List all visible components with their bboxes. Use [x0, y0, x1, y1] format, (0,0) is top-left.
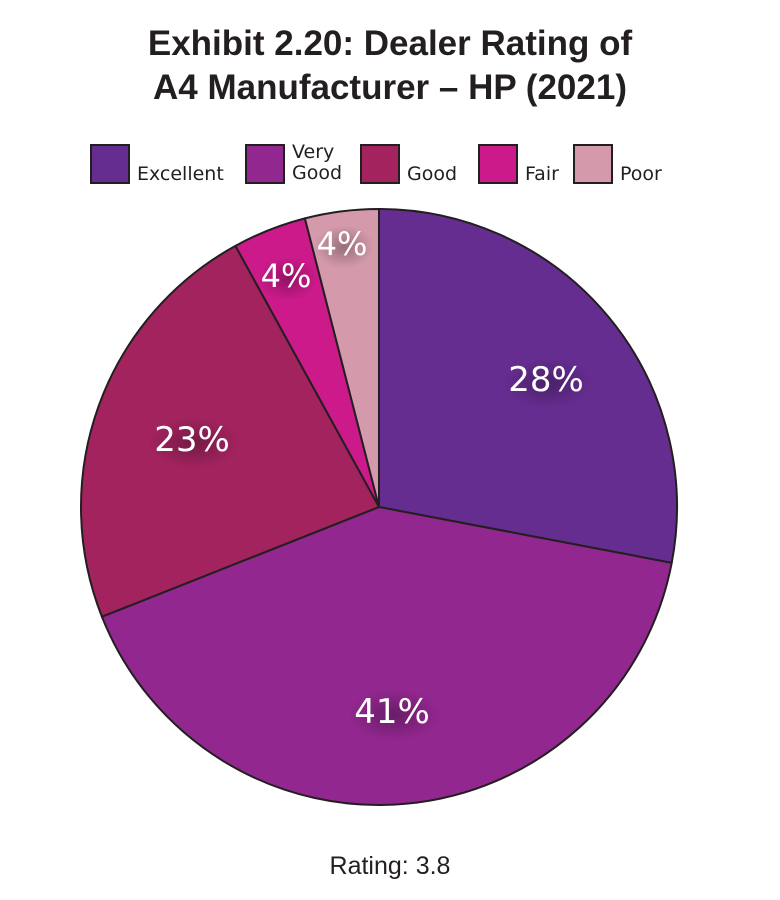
- data-label-very-good: 41%: [354, 692, 430, 732]
- legend-swatch-fair: [478, 144, 518, 184]
- data-label-shadow-poor: [314, 225, 374, 269]
- data-label-shadow-fair: [258, 257, 318, 301]
- rating-footer: Rating: 3.8: [329, 852, 451, 880]
- data-label-poor: 4%: [317, 225, 368, 263]
- data-label-excellent: 28%: [508, 360, 584, 400]
- data-label-good: 23%: [154, 420, 230, 460]
- legend-swatch-poor: [573, 144, 613, 184]
- legend-swatch-very-good: [245, 144, 285, 184]
- data-label-shadow-good: [148, 417, 240, 469]
- data-label-shadow-excellent: [502, 357, 594, 409]
- legend-label-fair: Fair: [525, 163, 559, 185]
- legend-label-good: Good: [407, 163, 458, 185]
- legend-swatch-excellent: [90, 144, 130, 184]
- data-label-shadow-very-good: [348, 689, 440, 741]
- chart-title-line-2: A4 Manufacturer – HP (2021): [153, 68, 627, 107]
- data-label-fair: 4%: [261, 257, 312, 295]
- pie-slice-very-good: [100, 506, 673, 806]
- chart-title-line-1: Exhibit 2.20: Dealer Rating of: [147, 24, 633, 63]
- chart-legend: Excellent Very Good Good Fair Poor: [0, 0, 780, 200]
- chart-title: Exhibit 2.20: Dealer Rating of A4 Manufa…: [0, 22, 780, 110]
- legend-label-good-word: Good: [292, 162, 343, 184]
- legend-label-very-good: Very Good: [292, 142, 342, 184]
- legend-label-poor: Poor: [620, 163, 662, 185]
- pie-slice-poor: [303, 208, 380, 508]
- legend-label-excellent: Excellent: [137, 163, 224, 185]
- legend-label-very: Very: [292, 141, 335, 163]
- legend-swatch-good: [360, 144, 400, 184]
